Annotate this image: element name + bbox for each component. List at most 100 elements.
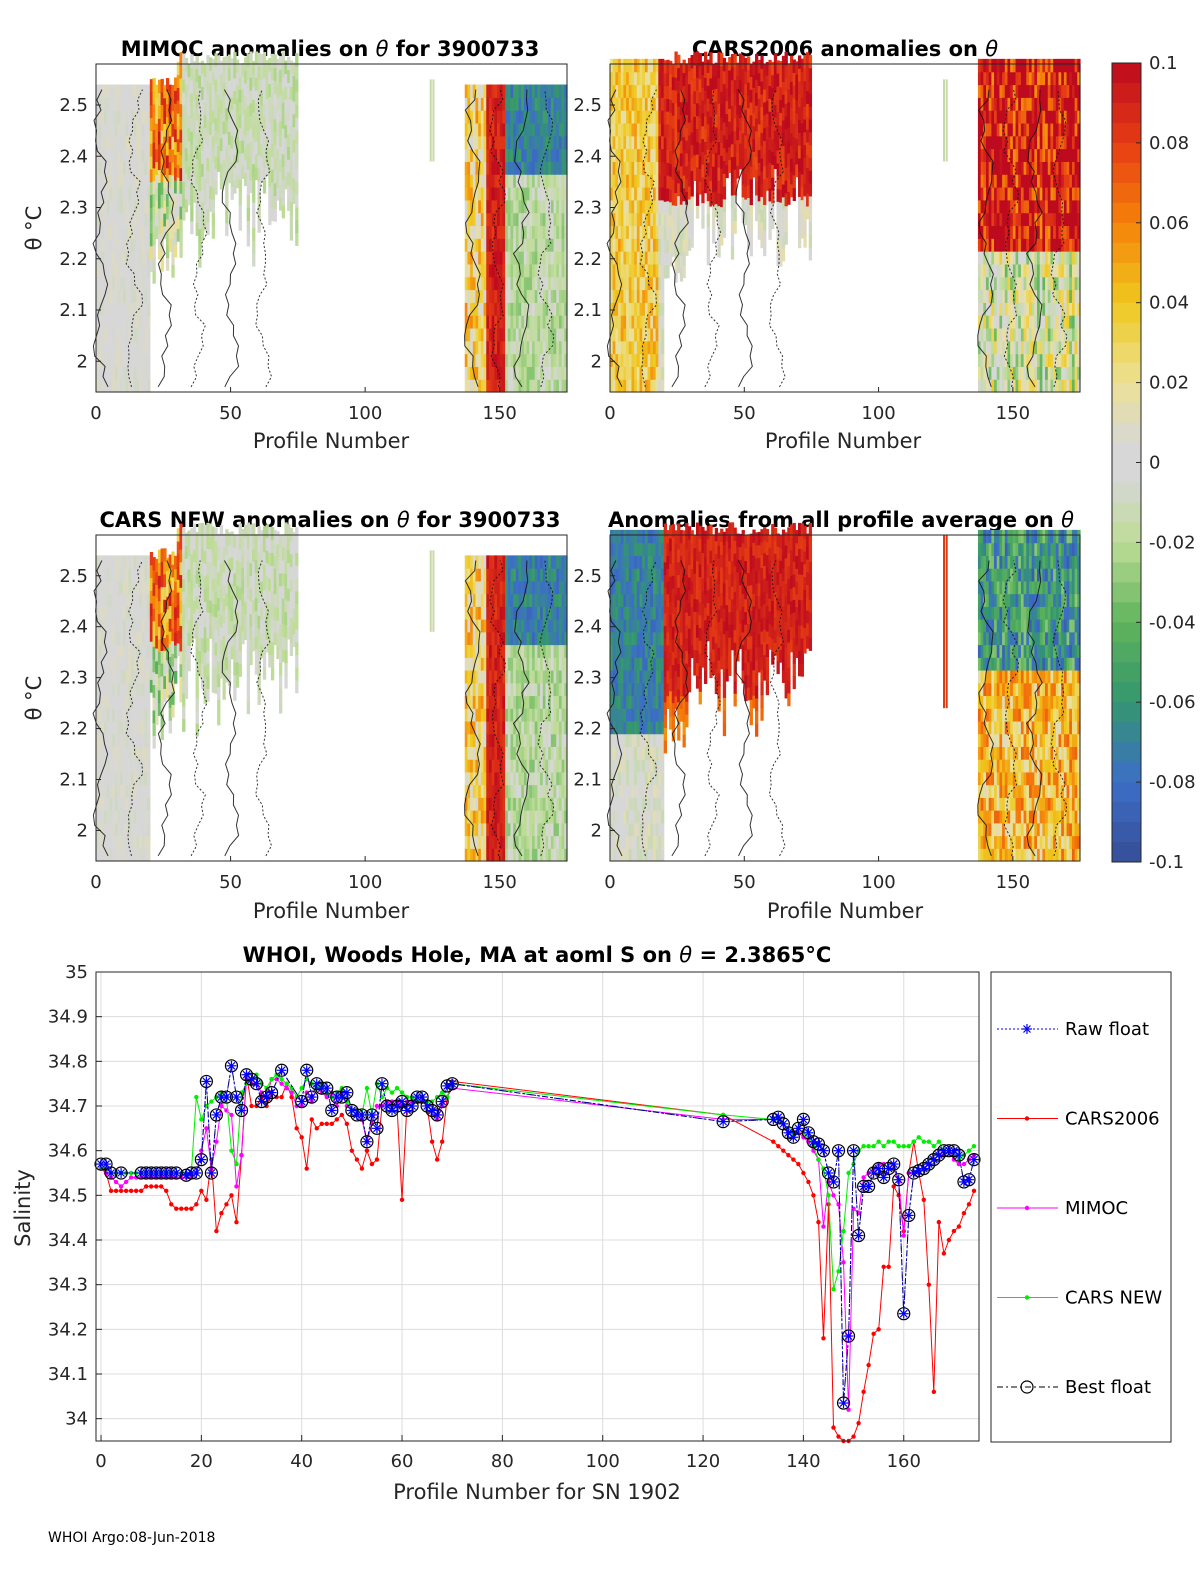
heatmap-cell — [701, 176, 705, 191]
heatmap-cell — [1053, 289, 1057, 303]
heatmap-cell — [620, 161, 625, 175]
heatmap-cell — [1042, 135, 1046, 150]
heatmap-cell — [647, 315, 651, 329]
heatmap-cell — [203, 217, 207, 231]
heatmap-cell — [1045, 174, 1049, 188]
heatmap-cell — [550, 225, 555, 239]
heatmap-cell — [171, 187, 175, 201]
heatmap-cell — [763, 217, 767, 231]
heatmap-cell — [203, 153, 207, 167]
heatmap-cell — [1010, 110, 1014, 124]
heatmap-cell — [548, 263, 552, 278]
heatmap-cell — [763, 76, 767, 90]
heatmap-cell — [666, 85, 670, 99]
heatmap-cell — [623, 110, 627, 124]
heatmap-cell — [1061, 276, 1065, 291]
heatmap-cell — [478, 110, 482, 124]
heatmap-cell — [195, 94, 199, 108]
heatmap-cell — [472, 97, 477, 111]
heatmap-cell — [1074, 353, 1078, 367]
heatmap-cell — [1053, 187, 1057, 201]
heatmap-cell — [671, 166, 676, 180]
heatmap-cell — [260, 130, 264, 145]
heatmap-cell — [505, 251, 509, 265]
heatmap-cell — [270, 130, 275, 145]
heatmap-cell — [488, 187, 493, 201]
heatmap-cell — [141, 212, 146, 227]
heatmap-cell — [561, 379, 565, 393]
heatmap-cell — [152, 257, 156, 271]
heatmap-cell — [262, 180, 267, 194]
heatmap-cell — [712, 217, 716, 231]
heatmap-cell — [542, 212, 547, 227]
heatmap-cell — [125, 669, 129, 684]
heatmap-cell — [996, 84, 1001, 98]
heatmap-cell — [1042, 199, 1046, 214]
heatmap-cell — [521, 148, 525, 162]
heatmap-cell — [141, 555, 146, 569]
heatmap-cell — [661, 97, 665, 111]
heatmap-cell — [1028, 161, 1033, 175]
heatmap-cell — [728, 82, 732, 97]
heatmap-cell — [1034, 366, 1038, 380]
heatmap-cell — [1058, 135, 1062, 150]
heatmap-cell — [96, 580, 100, 595]
heatmap-cell — [182, 155, 186, 170]
heatmap-cell — [537, 212, 541, 227]
heatmap-cell — [1031, 353, 1035, 367]
heatmap-cell — [690, 80, 694, 95]
heatmap-cell — [1010, 148, 1014, 162]
heatmap-cell — [117, 187, 121, 201]
heatmap-cell — [464, 238, 469, 252]
heatmap-cell — [1077, 251, 1081, 265]
heatmap-cell — [1034, 327, 1038, 342]
heatmap-cell — [644, 148, 649, 162]
heatmap-cell — [122, 695, 127, 709]
heatmap-cell — [217, 81, 221, 95]
heatmap-cell — [101, 327, 105, 342]
heatmap-cell — [483, 238, 487, 252]
heatmap-cell — [515, 110, 520, 124]
heatmap-cell — [117, 238, 121, 252]
heatmap-cell — [763, 101, 767, 116]
heatmap-cell — [642, 251, 646, 265]
heatmap-cell — [1077, 276, 1081, 291]
heatmap-cell — [98, 340, 102, 355]
heatmap-cell — [623, 199, 627, 214]
heatmap-cell — [120, 353, 124, 367]
heatmap-cell — [610, 276, 614, 291]
heatmap-cell — [144, 708, 148, 722]
heatmap-cell — [980, 97, 984, 111]
heatmap-cell — [1063, 225, 1068, 239]
heatmap-cell — [109, 289, 113, 303]
heatmap-cell — [109, 238, 113, 252]
heatmap-cell — [499, 238, 504, 252]
heatmap-cell — [1069, 315, 1073, 329]
heatmap-cell — [650, 84, 654, 98]
heatmap-cell — [136, 148, 140, 162]
heatmap-cell — [1053, 238, 1057, 252]
heatmap-cell — [270, 117, 275, 132]
heatmap-cell — [704, 128, 708, 142]
heatmap-cell — [712, 153, 716, 167]
heatmap-cell — [486, 315, 490, 329]
heatmap-cell — [650, 302, 654, 316]
heatmap-cell — [733, 105, 737, 119]
heatmap-cell — [674, 64, 678, 78]
heatmap-cell — [117, 379, 121, 393]
heatmap-cell — [663, 149, 667, 164]
heatmap-cell — [155, 174, 159, 188]
heatmap-cell — [133, 174, 137, 188]
heatmap-cell — [499, 84, 504, 98]
heatmap-cell — [647, 379, 651, 393]
heatmap-cell — [114, 644, 119, 658]
heatmap-cell — [1023, 148, 1027, 162]
heatmap-cell — [502, 340, 506, 355]
heatmap-cell — [295, 155, 299, 170]
heatmap-cell — [1045, 366, 1049, 380]
heatmap-cell — [631, 187, 635, 201]
heatmap-cell — [265, 111, 269, 125]
heatmap-cell — [556, 135, 560, 150]
heatmap-cell — [136, 695, 140, 709]
heatmap-cell — [120, 580, 124, 595]
